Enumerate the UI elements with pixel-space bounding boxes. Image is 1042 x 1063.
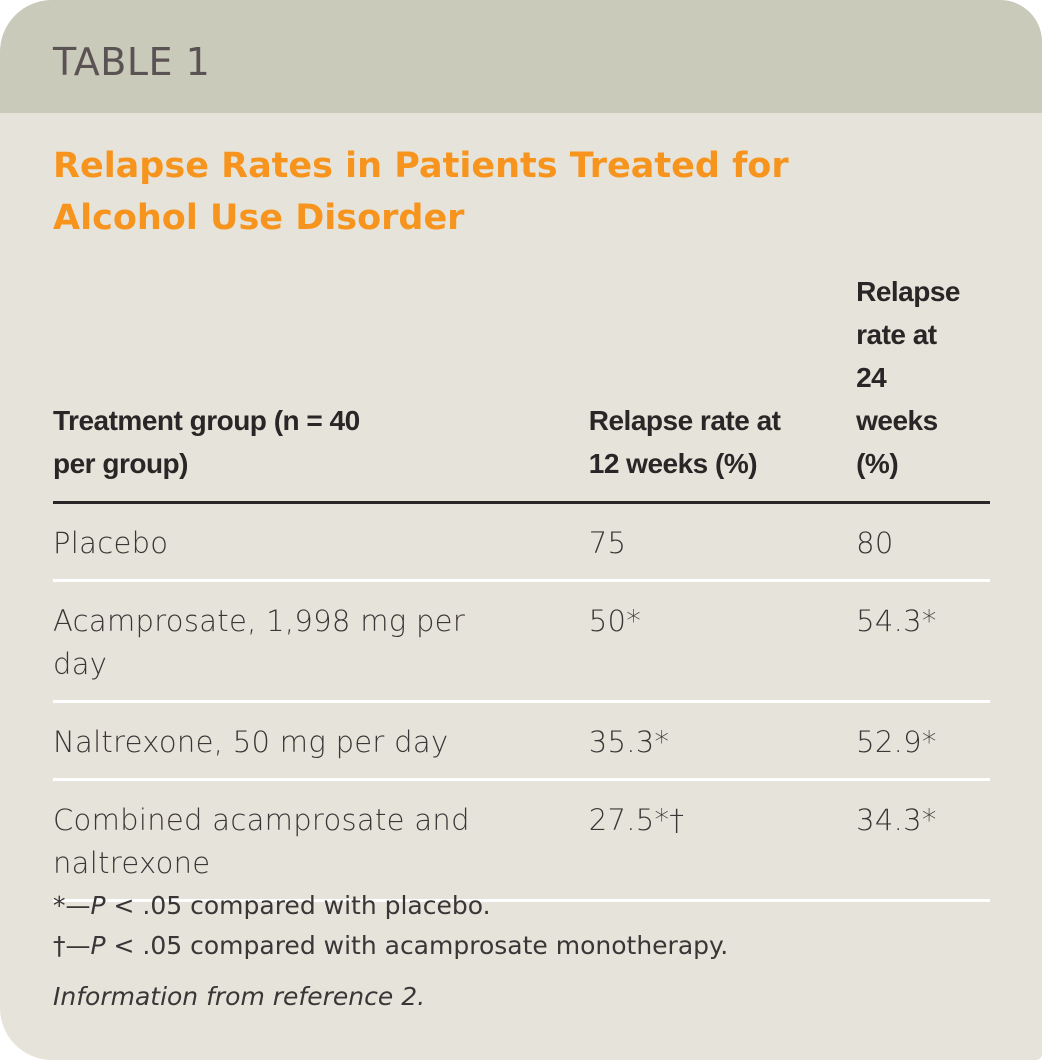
table-cell: 54.3* xyxy=(856,580,990,703)
table-label: TABLE 1 xyxy=(53,40,211,84)
header-row: Treatment group (n = 40 per group) Relap… xyxy=(53,270,990,504)
footnote-symbol: †— xyxy=(53,931,91,960)
table-cell: 35.3* xyxy=(588,701,857,781)
table-row: Placebo 75 80 xyxy=(53,502,990,582)
footnote-p: P xyxy=(90,931,106,960)
table-cell: Naltrexone, 50 mg per day xyxy=(53,701,589,781)
table-row: Acamprosate, 1,998 mg per day 50* 54.3* xyxy=(53,580,990,703)
table-cell: Acamprosate, 1,998 mg per day xyxy=(53,580,589,703)
footnote: *—P < .05 compared with placebo. xyxy=(53,886,728,926)
table-title: Relapse Rates in Patients Treated for Al… xyxy=(53,146,789,238)
source-note: Information from reference 2. xyxy=(53,982,426,1011)
table-cell: 75 xyxy=(588,502,857,582)
footnotes: *—P < .05 compared with placebo. †—P < .… xyxy=(53,886,728,966)
table-row: Naltrexone, 50 mg per day 35.3* 52.9* xyxy=(53,701,990,781)
column-header: Treatment group (n = 40 per group) xyxy=(53,270,589,504)
column-header: Relapse rate at 12 weeks (%) xyxy=(588,270,857,504)
table-cell: 50* xyxy=(588,580,857,703)
table-cell: 27.5*† xyxy=(588,779,857,902)
data-table: Treatment group (n = 40 per group) Relap… xyxy=(53,270,990,902)
header-band: TABLE 1 xyxy=(0,0,1042,113)
table-cell: 52.9* xyxy=(856,701,990,781)
table-cell: Placebo xyxy=(53,502,589,582)
footnote-text: < .05 compared with placebo. xyxy=(105,891,491,920)
table-cell: 34.3* xyxy=(856,779,990,902)
footnote-symbol: *— xyxy=(53,891,91,920)
table-cell: Combined acamprosate and naltrexone xyxy=(53,779,589,902)
column-header: Relapse rate at 24 weeks (%) xyxy=(856,270,990,504)
footnote-text: < .05 compared with acamprosate monother… xyxy=(105,931,729,960)
footnote-p: P xyxy=(90,891,106,920)
footnote: †—P < .05 compared with acamprosate mono… xyxy=(53,926,728,966)
table-cell: 80 xyxy=(856,502,990,582)
table-row: Combined acamprosate and naltrexone 27.5*… xyxy=(53,779,990,902)
